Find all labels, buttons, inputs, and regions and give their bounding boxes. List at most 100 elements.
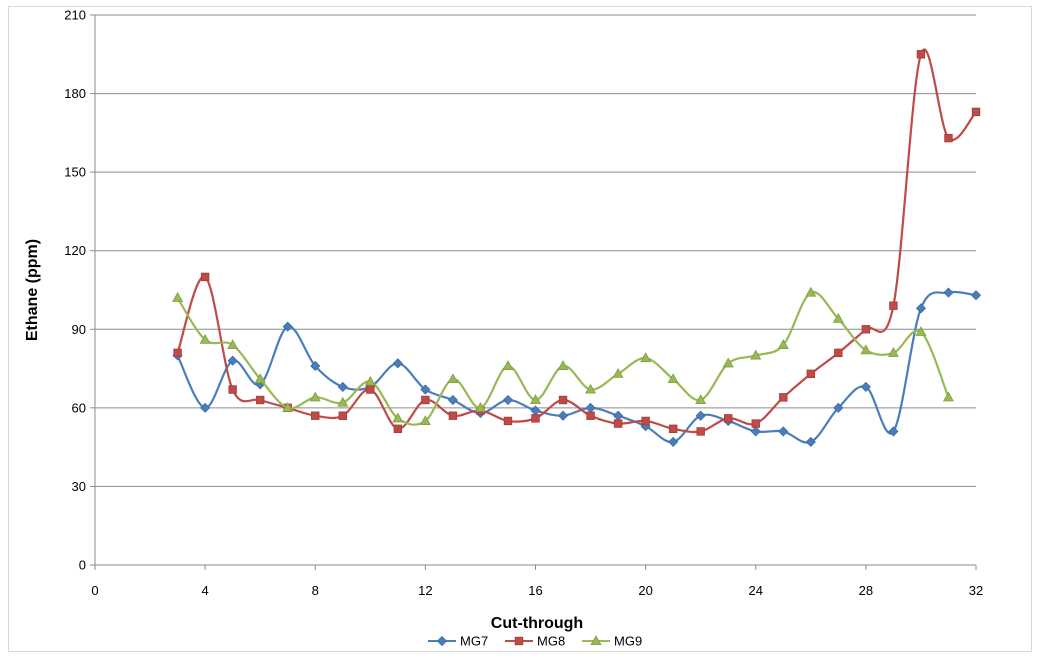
x-tick-label: 28 <box>859 583 873 598</box>
legend-label-mg8: MG8 <box>537 634 565 649</box>
point-mg7 <box>557 410 569 421</box>
point-mg9 <box>254 373 266 384</box>
point-mg7 <box>888 426 899 437</box>
point-mg8 <box>944 133 953 143</box>
point-mg9 <box>474 402 486 412</box>
x-axis-title: Cut-through <box>491 615 583 632</box>
point-mg8 <box>366 385 375 394</box>
point-mg7 <box>695 410 706 421</box>
axes <box>90 14 977 570</box>
point-mg9 <box>750 349 762 360</box>
point-mg8 <box>586 411 595 420</box>
point-mg9 <box>805 286 817 297</box>
point-mg9 <box>640 352 652 363</box>
point-mg7 <box>502 394 514 406</box>
point-mg8 <box>916 50 926 59</box>
point-mg7 <box>805 436 816 447</box>
point-mg8 <box>228 385 237 394</box>
point-mg8 <box>503 416 513 426</box>
point-mg7 <box>833 402 844 413</box>
point-mg9 <box>832 312 844 323</box>
legend-item-mg8: MG8 <box>505 634 565 649</box>
point-mg8 <box>861 325 871 334</box>
legend: MG7 MG8 MG9 <box>428 634 642 649</box>
point-mg9 <box>530 394 541 404</box>
point-mg9 <box>502 360 514 370</box>
point-mg7 <box>227 355 238 366</box>
point-mg9 <box>392 412 404 423</box>
point-mg7 <box>943 287 954 298</box>
point-mg8 <box>779 393 788 402</box>
legend-item-mg7: MG7 <box>428 634 488 649</box>
y-tick-label: 120 <box>64 243 86 258</box>
point-mg8 <box>971 107 981 117</box>
point-mg9 <box>860 344 872 355</box>
y-tick-label: 60 <box>72 400 86 415</box>
legend-item-mg9: MG9 <box>582 634 642 649</box>
point-mg9 <box>447 373 459 384</box>
point-mg8 <box>806 369 816 379</box>
series-line-mg7 <box>176 290 977 444</box>
x-tick-label: 24 <box>749 583 763 598</box>
point-mg7 <box>200 402 211 413</box>
legend-marker-mg7 <box>436 635 448 647</box>
point-mg7 <box>668 436 679 447</box>
point-mg7 <box>282 321 293 332</box>
point-mg9 <box>172 292 184 302</box>
x-tick-label: 4 <box>202 583 209 598</box>
point-mg8 <box>531 414 540 423</box>
point-mg9 <box>282 402 294 412</box>
point-mg8 <box>255 395 265 405</box>
x-tick-label: 20 <box>638 583 652 598</box>
point-mg8 <box>613 419 623 428</box>
x-tick-labels: 0 4 8 12 16 20 24 28 32 <box>91 583 983 598</box>
y-tick-labels: 0 30 60 90 120 150 180 210 <box>64 8 86 573</box>
point-mg7 <box>337 381 348 392</box>
gridlines <box>95 14 976 487</box>
point-mg8 <box>724 414 733 423</box>
point-mg8 <box>696 427 705 436</box>
point-mg8 <box>751 419 760 428</box>
point-mg8 <box>558 395 568 405</box>
point-mg7 <box>585 402 596 413</box>
legend-label-mg7: MG7 <box>460 634 488 649</box>
point-mg8 <box>393 424 403 434</box>
point-mg9 <box>915 326 927 336</box>
y-axis-title: Ethane (ppm) <box>24 239 41 341</box>
series-layer <box>172 48 982 447</box>
legend-label-mg9: MG9 <box>614 634 642 649</box>
point-mg7 <box>778 426 789 437</box>
point-mg7 <box>613 410 624 421</box>
y-tick-label: 30 <box>72 479 86 494</box>
point-mg7 <box>420 384 431 395</box>
point-mg9 <box>612 367 624 378</box>
point-mg8 <box>834 348 843 358</box>
point-mg8 <box>421 395 430 405</box>
series-line-mg8 <box>176 48 977 434</box>
point-mg8 <box>338 411 347 420</box>
series-mg7 <box>172 287 982 447</box>
point-mg9 <box>199 333 211 344</box>
point-mg9 <box>557 360 569 370</box>
point-mg8 <box>200 272 210 282</box>
point-mg8 <box>448 411 458 420</box>
x-tick-label: 32 <box>969 583 983 598</box>
y-tick-label: 0 <box>79 558 86 573</box>
point-mg7 <box>310 360 321 372</box>
point-mg9 <box>942 391 954 402</box>
point-mg7 <box>530 405 541 416</box>
point-mg9 <box>337 396 349 407</box>
point-mg9 <box>227 339 239 349</box>
point-mg8 <box>311 411 320 420</box>
point-mg9 <box>695 394 707 404</box>
series-mg9 <box>172 286 954 426</box>
point-mg9 <box>309 391 321 402</box>
x-tick-label: 12 <box>418 583 432 598</box>
x-tick-label: 8 <box>312 583 319 598</box>
point-mg8 <box>889 301 898 310</box>
legend-marker-mg8 <box>514 636 524 646</box>
y-tick-label: 90 <box>72 322 86 337</box>
legend-marker-mg9 <box>590 635 602 645</box>
point-mg9 <box>419 415 431 425</box>
